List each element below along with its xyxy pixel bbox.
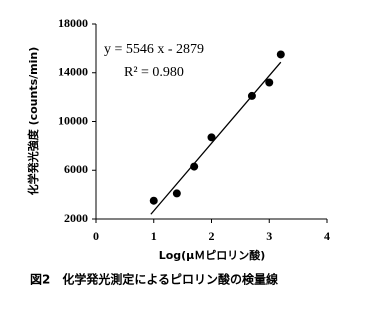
- x-tick-label: 4: [324, 229, 330, 243]
- r-squared: R² = 0.980: [124, 65, 184, 80]
- caption: 図2 化学発光測定によるピロリン酸の検量線: [30, 272, 278, 287]
- y-tick-label: 18000: [58, 16, 88, 30]
- data-point: [265, 78, 274, 87]
- data-point: [149, 196, 158, 205]
- y-tick-label: 6000: [64, 162, 88, 176]
- x-tick-label: 0: [93, 229, 99, 243]
- x-tick-label: 2: [209, 229, 215, 243]
- x-tick-label: 1: [151, 229, 157, 243]
- x-tick-label: 3: [266, 229, 272, 243]
- data-point: [247, 91, 256, 100]
- data-point: [276, 50, 285, 59]
- y-tick-label: 2000: [64, 211, 88, 225]
- data-point: [207, 133, 216, 142]
- trend-equation: y = 5546 x - 2879: [104, 42, 204, 57]
- data-point: [190, 162, 199, 171]
- y-tick-label: 14000: [58, 65, 88, 79]
- trendline: [150, 61, 282, 215]
- y-tick-label: 10000: [58, 113, 88, 127]
- x-axis-label: Log(μＭピロリン酸): [159, 248, 266, 262]
- y-axis-label: 化学発光強度 (counts/min): [26, 47, 40, 196]
- data-point: [172, 189, 181, 198]
